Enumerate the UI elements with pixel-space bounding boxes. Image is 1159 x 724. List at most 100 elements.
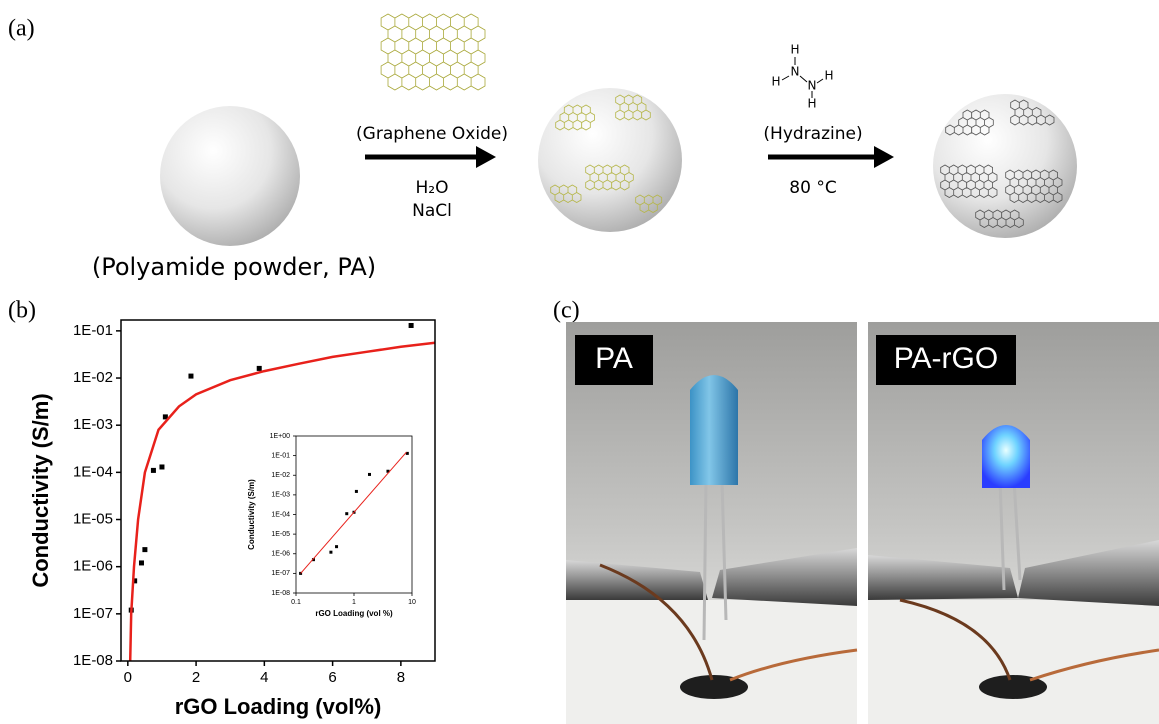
y-tick-label: 1E-03 [271,492,290,499]
x-axis-title: rGO Loading (vol%) [175,694,382,719]
hex-pattern [555,104,595,131]
data-point [329,550,333,554]
hex-pattern [975,209,1024,228]
hex-pattern [940,164,998,198]
condition: 80 °C [789,178,836,198]
go-coated-particle [538,88,682,232]
data-point [150,467,156,473]
hex-pattern [615,94,651,121]
photo-label: PA [595,342,633,375]
atom: H [807,97,816,111]
photo-label-box [575,335,653,385]
data-point [367,472,371,476]
data-point [138,560,144,566]
x-axis-title: rGO Loading (vol %) [315,609,393,618]
reaction-scheme: (Graphene Oxide) H₂O NaCl (Hydrazine) 80… [92,13,1077,281]
y-tick-label: 1E-02 [73,369,113,386]
y-tick-label: 1E-01 [271,452,290,459]
atom: N [791,65,800,79]
fit-line [300,451,407,574]
caption: (Polyamide powder, PA) [92,253,376,281]
photo-pa: PA [566,322,858,724]
y-tick-label: 1E-07 [271,570,290,577]
y-tick-label: 1E-01 [73,322,113,339]
panel-label: (a) [8,16,35,42]
data-point [345,512,349,516]
hex-pattern [1010,99,1055,126]
x-tick-label: 1 [352,599,356,606]
hex-pattern [1005,169,1063,203]
disc [979,675,1047,699]
plot-frame [295,435,413,594]
y-tick-label: 1E-04 [271,511,290,518]
photo-pa-rgo: PA-rGO [868,322,1159,724]
led-leg [1012,479,1022,581]
wire [899,598,1012,681]
y-tick-label: 1E+00 [270,433,291,440]
led-leg [998,479,1006,591]
clip [566,560,708,600]
y-tick-label: 1E-08 [73,652,113,669]
hex-pattern [945,109,994,136]
data-point [311,558,315,562]
reagent: (Hydrazine) [763,124,862,144]
hex-pattern [380,13,486,91]
y-tick-label: 1E-08 [271,590,290,597]
atom: H [824,69,833,83]
photo-label: PA-rGO [894,342,998,375]
photo-table [566,600,857,724]
clip [712,548,857,606]
hydrazine-bonds [781,57,824,98]
led-leg [720,479,728,621]
data-point [188,373,194,379]
y-tick-label: 1E-06 [271,551,290,558]
photo-label-box [876,335,1016,385]
y-tick-label: 1E-05 [73,510,113,527]
arrow-head [874,146,894,168]
plot-frame [120,319,436,662]
pa-particle [160,106,300,246]
led-leg [702,479,708,641]
panel-label: (b) [8,298,36,324]
data-point [386,469,390,473]
x-tick-label: 10 [408,599,416,606]
hex-pattern [635,194,663,213]
conductivity-charts: 1E-08 1E-07 1E-06 1E-05 1E-04 1E-03 1E-02 1E-01… [28,319,436,719]
hex-pattern [585,164,634,191]
data-point [408,322,414,328]
x-tick-label: 6 [328,669,336,686]
rgo-texture [940,99,1063,228]
y-tick-label: 1E-05 [271,531,290,538]
inset-background [296,436,412,593]
main-chart: 1E-08 1E-07 1E-06 1E-05 1E-04 1E-03 1E-02 1E-01… [28,319,436,719]
y-axis-title: Conductivity (S/m) [28,393,53,587]
graphene-oxide-structure [380,13,486,91]
arrow-head [476,146,496,168]
data-point [142,547,148,553]
hex-pattern [550,184,582,203]
wire [729,648,858,682]
y-tick-label: 1E-02 [271,472,290,479]
data-point [354,489,358,493]
data-point [132,578,138,584]
wire [1029,648,1159,682]
rgo-coated-particle [933,94,1077,238]
wire [599,563,714,681]
panel-label: (c) [553,298,580,324]
clip [868,555,1018,600]
condition: NaCl [412,201,452,221]
x-tick-label: 0.1 [291,599,301,606]
led [690,375,738,485]
y-tick-label: 1E-03 [73,416,113,433]
reagent: (Graphene Oxide) [356,124,508,144]
data-point [162,414,168,420]
y-tick-label: 1E-07 [73,605,113,622]
x-tick-label: 8 [397,669,405,686]
fit-line [128,341,436,662]
data-point [159,464,165,470]
x-tick-label: 0 [124,669,132,686]
x-tick-label: 2 [192,669,200,686]
